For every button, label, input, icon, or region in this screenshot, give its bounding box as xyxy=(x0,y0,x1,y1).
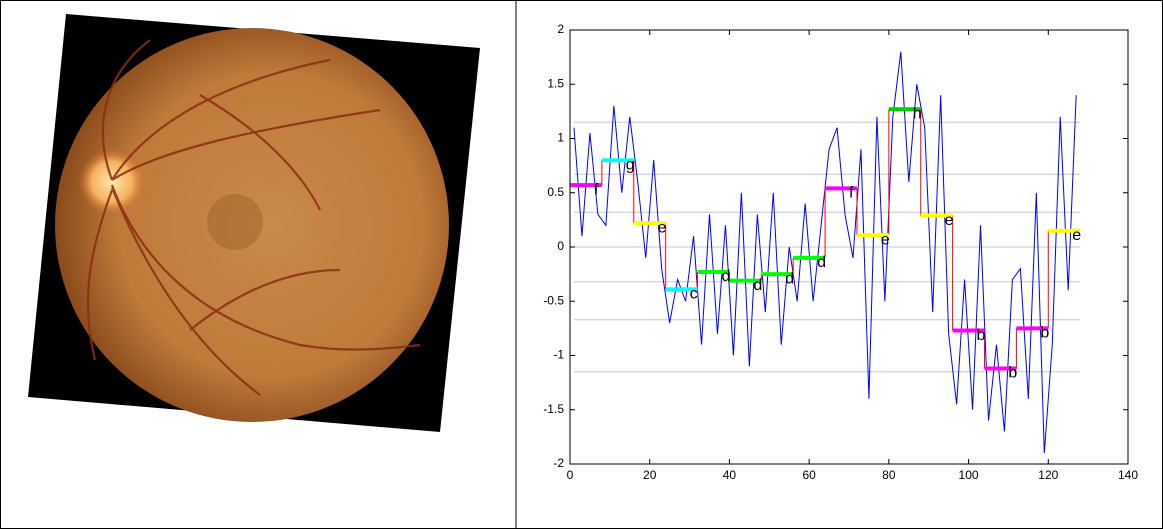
x-tick-label: 40 xyxy=(723,468,737,482)
segment-label: g xyxy=(626,156,635,173)
y-tick-label: 0.5 xyxy=(547,185,564,199)
segment-label: f xyxy=(594,181,599,198)
y-tick-label: 1.5 xyxy=(547,76,564,90)
segment-label: e xyxy=(1072,227,1081,244)
segment-label: d xyxy=(817,254,826,271)
segment-label: h xyxy=(913,105,922,122)
x-tick-label: 80 xyxy=(882,468,896,482)
x-tick-label: 0 xyxy=(567,468,574,482)
y-tick-label: -0.5 xyxy=(543,293,564,307)
y-tick-label: -1.5 xyxy=(543,402,564,416)
fundus-image xyxy=(28,14,480,432)
x-tick-label: 120 xyxy=(1038,468,1058,482)
segment-label: c xyxy=(690,286,698,303)
segment-label: d xyxy=(721,268,730,285)
y-tick-label: 1 xyxy=(557,131,564,145)
plot: -2-1.5-1-0.500.511.520 20 40 60 80 100 120 140f… xyxy=(543,22,1138,482)
x-tick-label: 20 xyxy=(643,468,657,482)
segment-label: e xyxy=(945,212,954,229)
data-line xyxy=(573,51,1077,454)
y-tick-label: 0 xyxy=(557,239,564,253)
segment-label: b xyxy=(1040,325,1049,342)
segment-label: e xyxy=(881,231,890,248)
segment-label: b xyxy=(977,327,986,344)
x-tick-label: 140 xyxy=(1118,468,1138,482)
x-tick-label: 60 xyxy=(802,468,816,482)
segment-label: f xyxy=(849,185,854,202)
segment-label: d xyxy=(753,277,762,294)
plot-frame xyxy=(569,29,1129,465)
segment-label: b xyxy=(1008,365,1017,382)
x-tick-label: 100 xyxy=(959,468,979,482)
y-tick-label: 2 xyxy=(557,22,564,36)
segment-label: e xyxy=(658,219,667,236)
y-tick-label: -1 xyxy=(553,348,564,362)
y-tick-label: -2 xyxy=(553,456,564,470)
segment-label: d xyxy=(785,270,794,287)
